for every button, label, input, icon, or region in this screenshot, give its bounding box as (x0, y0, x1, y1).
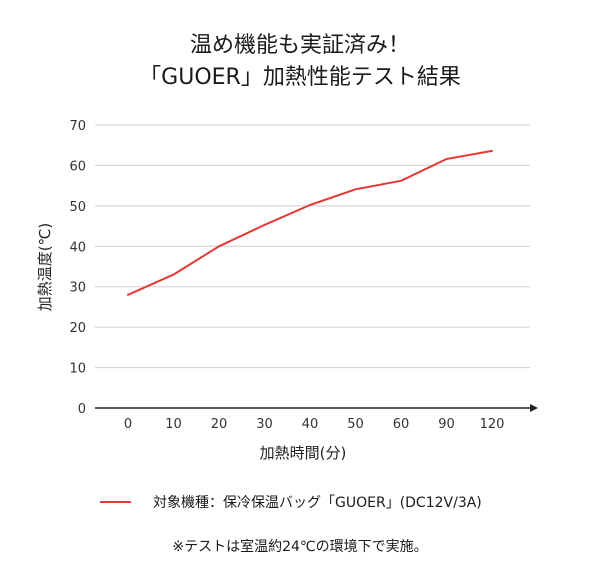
series-layer (127, 149, 493, 296)
x-tick-labels: 0 10 20 30 40 50 60 90 120 (124, 417, 505, 432)
x-tick-label: 50 (347, 417, 364, 432)
y-tick-label: 10 (69, 362, 86, 377)
y-tick-label: 60 (69, 159, 86, 174)
y-tick-label: 50 (69, 200, 86, 215)
x-tick-label: 90 (438, 417, 455, 432)
x-tick-label: 60 (393, 417, 410, 432)
x-tick-label: 120 (480, 417, 505, 432)
chart-title-line-2: 「GUOER」加熱性能テスト結果 (139, 65, 461, 90)
x-axis (95, 404, 538, 412)
x-tick-label: 40 (302, 417, 319, 432)
y-tick-label: 30 (69, 281, 86, 296)
x-tick-label: 0 (124, 417, 132, 432)
y-tick-label: 20 (69, 321, 86, 336)
legend-label: 対象機種：保冷保温バッグ「GUOER」(DC12V/3A) (153, 495, 482, 511)
grid-lines (95, 124, 530, 369)
chart-title-line-1: 温め機能も実証済み！ (190, 33, 410, 58)
x-axis-label: 加熱時間(分) (260, 444, 347, 462)
y-tick-label: 70 (69, 119, 86, 134)
x-axis-arrow (530, 404, 538, 412)
y-tick-label: 40 (69, 240, 86, 255)
x-tick-label: 10 (165, 417, 182, 432)
x-tick-label: 30 (256, 417, 273, 432)
x-tick-label: 20 (211, 417, 228, 432)
y-tick-label: 0 (78, 402, 86, 417)
test-condition-footnote: ※テストは室温約24℃の環境下で実施。 (172, 538, 427, 555)
y-tick-labels: 0 10 20 30 40 50 60 70 (69, 119, 86, 417)
series-line (127, 149, 493, 296)
y-axis-label: 加熱温度(℃) (36, 223, 54, 312)
